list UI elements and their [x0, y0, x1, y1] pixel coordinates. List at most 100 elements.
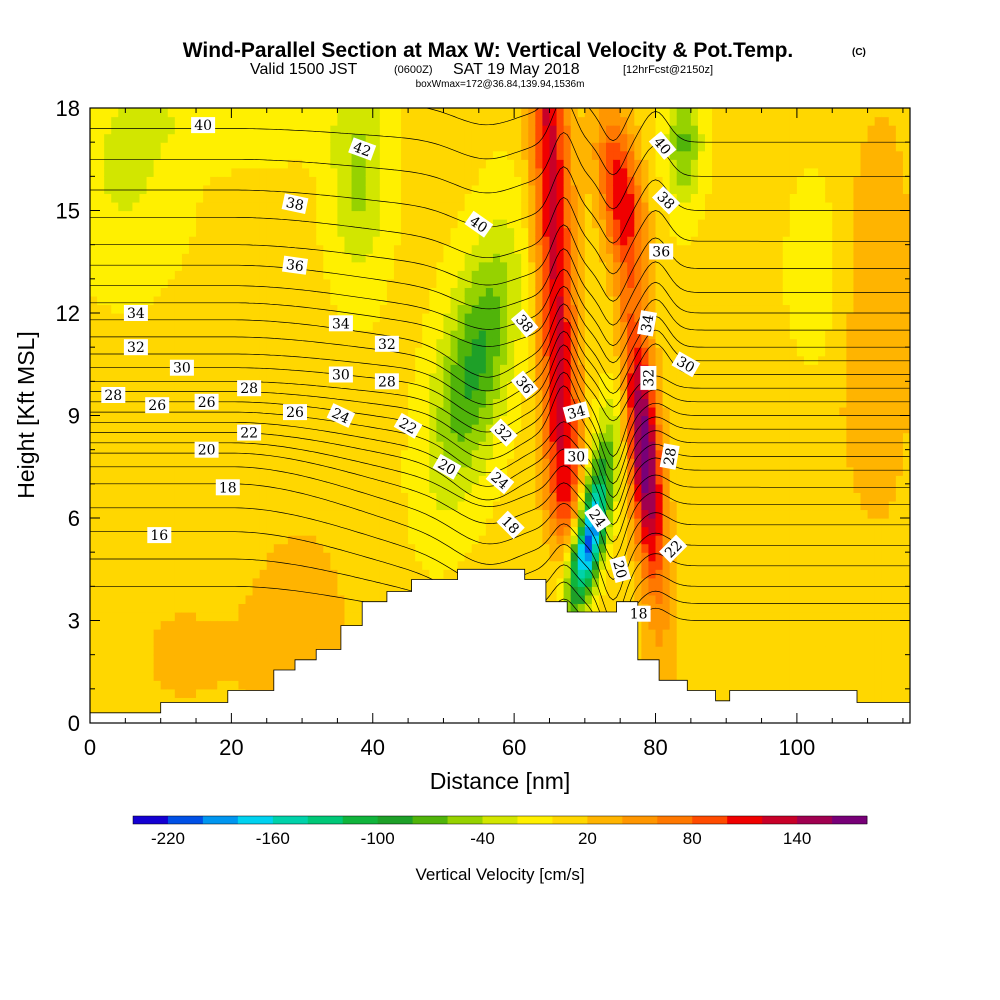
velocity-cell — [485, 142, 494, 152]
velocity-cell — [160, 646, 169, 656]
velocity-cell — [203, 236, 211, 246]
velocity-cell — [549, 492, 558, 502]
velocity-cell — [323, 518, 331, 528]
velocity-cell — [139, 637, 148, 647]
velocity-cell — [500, 159, 508, 169]
velocity-cell — [521, 364, 529, 374]
velocity-cell — [535, 415, 544, 425]
velocity-cell — [443, 227, 452, 237]
velocity-cell — [549, 466, 558, 476]
velocity-cell — [295, 466, 303, 476]
velocity-cell — [464, 116, 473, 126]
velocity-cell — [386, 304, 395, 314]
velocity-cell — [295, 219, 303, 229]
velocity-cell — [111, 671, 119, 681]
velocity-cell — [471, 560, 480, 570]
velocity-cell — [556, 219, 565, 229]
velocity-cell — [125, 663, 134, 673]
velocity-cell — [556, 441, 565, 451]
velocity-cell — [471, 432, 480, 442]
velocity-cell — [104, 364, 112, 374]
velocity-cell — [266, 586, 275, 596]
velocity-cell — [521, 219, 529, 229]
velocity-cell — [125, 372, 134, 382]
velocity-cell — [351, 398, 360, 408]
velocity-cell — [386, 133, 395, 143]
velocity-cell — [146, 159, 155, 169]
velocity-cell — [450, 219, 459, 229]
velocity-cell — [415, 509, 423, 519]
velocity-cell — [259, 184, 268, 195]
velocity-cell — [146, 415, 155, 425]
velocity-cell — [528, 441, 536, 451]
velocity-cell — [252, 560, 261, 570]
velocity-cell — [337, 304, 346, 314]
velocity-cell — [323, 603, 331, 613]
velocity-cell — [97, 518, 105, 528]
velocity-cell — [118, 278, 126, 288]
velocity-cell — [259, 364, 268, 374]
velocity-cell — [528, 347, 536, 357]
velocity-cell — [302, 466, 310, 476]
velocity-cell — [295, 526, 303, 536]
velocity-cell — [379, 569, 388, 579]
velocity-cell — [231, 236, 240, 246]
velocity-cell — [181, 193, 190, 203]
velocity-cell — [273, 347, 282, 357]
velocity-cell — [401, 518, 409, 528]
velocity-cell — [323, 227, 331, 237]
velocity-cell — [174, 415, 183, 425]
velocity-cell — [132, 236, 141, 246]
velocity-cell — [542, 509, 551, 519]
velocity-cell — [153, 518, 162, 528]
velocity-cell — [379, 116, 388, 126]
velocity-cell — [422, 133, 430, 143]
velocity-cell — [273, 620, 282, 630]
velocity-cell — [295, 167, 303, 177]
velocity-cell — [309, 432, 317, 442]
velocity-cell — [415, 466, 423, 476]
velocity-cell — [280, 244, 289, 254]
velocity-cell — [280, 347, 289, 357]
velocity-cell — [196, 560, 204, 570]
velocity-cell — [478, 116, 487, 126]
velocity-cell — [245, 270, 254, 280]
velocity-cell — [188, 193, 197, 203]
velocity-cell — [323, 620, 331, 630]
velocity-cell — [104, 646, 112, 656]
velocity-cell — [535, 458, 544, 468]
velocity-cell — [231, 424, 240, 434]
velocity-cell — [231, 364, 240, 374]
velocity-cell — [323, 347, 331, 357]
velocity-cell — [556, 381, 565, 391]
velocity-cell — [309, 526, 317, 536]
velocity-cell — [570, 347, 579, 357]
velocity-cell — [542, 355, 551, 365]
velocity-cell — [280, 543, 289, 553]
velocity-cell — [492, 295, 501, 306]
velocity-cell — [153, 253, 162, 263]
velocity-cell — [287, 466, 296, 476]
velocity-cell — [97, 560, 105, 570]
velocity-cell — [139, 125, 148, 135]
velocity-cell — [146, 552, 155, 562]
velocity-cell — [344, 125, 353, 135]
velocity-cell — [393, 560, 402, 570]
velocity-cell — [231, 313, 240, 323]
velocity-cell — [422, 458, 430, 468]
velocity-cell — [365, 415, 374, 425]
velocity-cell — [287, 372, 296, 382]
velocity-cell — [429, 449, 437, 459]
velocity-cell — [344, 449, 353, 459]
velocity-cell — [188, 603, 197, 613]
velocity-cell — [153, 389, 162, 400]
velocity-cell — [132, 116, 141, 126]
velocity-cell — [139, 688, 148, 698]
velocity-cell — [309, 629, 317, 639]
velocity-cell — [500, 313, 508, 323]
velocity-cell — [295, 116, 303, 126]
velocity-cell — [521, 287, 529, 297]
velocity-cell — [415, 483, 423, 493]
velocity-cell — [365, 475, 374, 485]
velocity-cell — [507, 458, 515, 468]
